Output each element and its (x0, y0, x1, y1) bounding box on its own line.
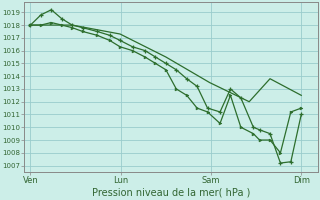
X-axis label: Pression niveau de la mer( hPa ): Pression niveau de la mer( hPa ) (92, 188, 250, 198)
